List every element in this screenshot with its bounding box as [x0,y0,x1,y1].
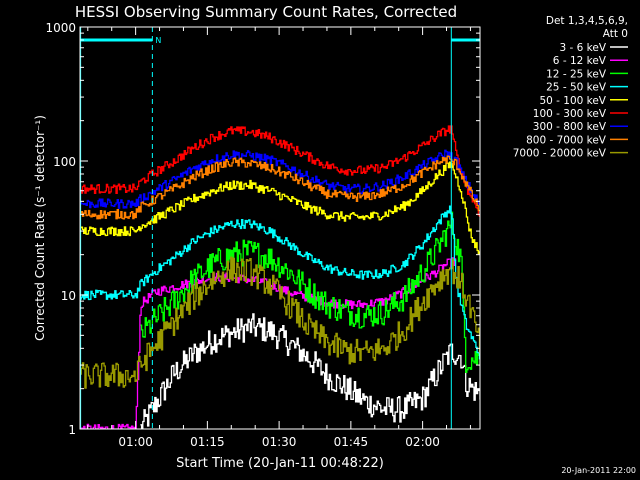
y-tick-label: 10 [61,289,76,303]
legend-header-1: Det 1,3,4,5,6,9, [546,15,628,27]
legend-label: 100 - 300 keV [533,108,607,120]
x-axis-label: Start Time (20-Jan-11 00:48:22) [176,456,384,471]
chart-title: HESSI Observing Summary Count Rates, Cor… [75,3,457,21]
x-tick-label: 01:15 [190,435,225,449]
legend-label: 300 - 800 keV [533,121,607,133]
x-tick-label: 01:30 [262,435,297,449]
series-line-7 [80,155,480,220]
x-tick-label: 01:00 [118,435,153,449]
y-tick-label: 1 [68,423,76,437]
axes: 1 10 100 1000 01:00 01:15 01:30 01:45 02:00 [45,21,481,449]
legend-label: 3 - 6 keV [559,42,606,54]
series-line-5 [80,125,480,217]
y-axis-label: Corrected Count Rate (s⁻¹ detector⁻¹) [33,115,47,341]
y-tick-label: 100 [53,155,76,169]
x-tick-label: 01:45 [334,435,369,449]
legend-label: 25 - 50 keV [546,82,607,94]
plot-frame [79,26,481,430]
series-line-0 [140,313,480,429]
series-line-4 [80,161,480,255]
series-line-3 [80,205,480,360]
night-flag-label: N [155,36,161,45]
legend-label: 50 - 100 keV [539,95,606,107]
legend-label: 7000 - 20000 keV [513,148,607,160]
series-line-6 [80,149,480,209]
legend-label: 12 - 25 keV [546,68,607,80]
y-tick-label: 1000 [45,21,76,35]
footer-date: 20-Jan-2011 22:00 [561,466,636,475]
legend-label: 6 - 12 keV [553,55,607,67]
plot-area: N [80,27,480,429]
legend-header-2: Att 0 [603,28,628,40]
series-line-8 [80,256,480,389]
x-tick-label: 02:00 [405,435,440,449]
legend-label: 800 - 7000 keV [526,134,607,146]
series-line-2 [140,211,480,373]
